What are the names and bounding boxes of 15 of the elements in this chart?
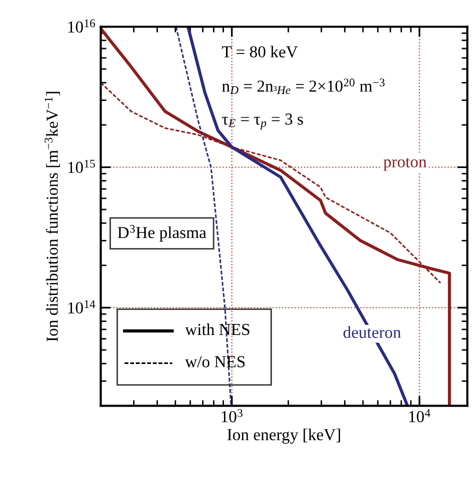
annotation: T = 80 keV (222, 46, 298, 58)
annotation: w/o NES (185, 356, 245, 368)
y-tick-label: 10$^{15}$ (68, 160, 95, 174)
annotation: D$^{3}$He plasma (118, 224, 206, 242)
x-tick-label: 10$^{3}$ (222, 409, 242, 422)
text: proton (384, 158, 427, 171)
annotation: n$_{D}$ = 2n$_{³He}$ = 2×10$^{20}$ m$^{−3}$ (222, 78, 385, 94)
y-tick-label: 10$^{16}$ (68, 19, 96, 33)
y-axis-title: Ion distribution functions [m$^{−3}$keV$^{−1}$] (44, 92, 60, 342)
annotation: with NES (185, 323, 250, 336)
x-tick-label: 10$^{4}$ (409, 409, 430, 422)
x-axis-title: Ion energy [keV] (227, 428, 340, 444)
y-tick-label: 10$^{14}$ (68, 300, 96, 314)
annotation: τ$_{E}$ = τ$_{p}$ = 3 s (222, 114, 303, 130)
series-label: deuteron (343, 326, 401, 338)
